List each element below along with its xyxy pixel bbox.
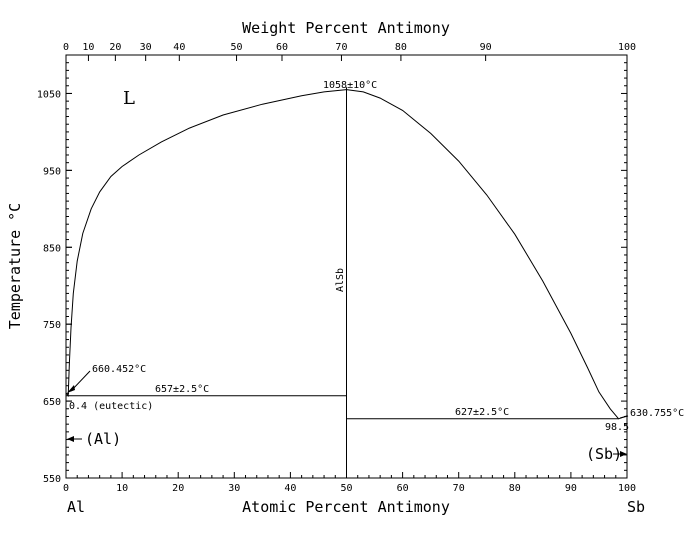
- liquid-region-label: L: [123, 88, 135, 109]
- sb-phase-label: (Sb): [586, 445, 622, 463]
- phase-boundaries: [65, 87, 628, 478]
- top-axis-title: Weight Percent Antimony: [242, 19, 450, 37]
- sb-eutectic-temp-label: 627±2.5°C: [455, 407, 509, 418]
- x-tick-label: 40: [284, 483, 296, 494]
- bottom-axis: 0 10 20 30 40 50 60 70 80 90 100: [63, 472, 636, 494]
- top-tick-label: 90: [480, 42, 492, 53]
- top-tick-label: 20: [109, 42, 121, 53]
- top-tick-label: 70: [335, 42, 347, 53]
- y-tick-label: 650: [43, 397, 61, 408]
- sb-melting-arrow: [619, 415, 629, 419]
- y-tick-label: 950: [43, 166, 61, 177]
- x-tick-label: 100: [618, 483, 636, 494]
- sb-phase-arrowhead: [620, 451, 627, 457]
- alsb-compound-label: AlSb: [335, 268, 346, 292]
- sb-melting-label: 630.755°C: [630, 408, 684, 419]
- top-tick-label: 0: [63, 42, 69, 53]
- al-element-label: Al: [67, 498, 85, 516]
- liquidus-sb-side-curve: [346, 89, 628, 420]
- top-tick-label: 100: [618, 42, 636, 53]
- al-phase-label: (Al): [85, 430, 121, 448]
- sb-eutectic-comp-label: 98.5: [605, 422, 629, 433]
- x-tick-label: 90: [565, 483, 577, 494]
- y-tick-label: 850: [43, 243, 61, 254]
- x-tick-label: 30: [228, 483, 240, 494]
- top-tick-label: 30: [140, 42, 152, 53]
- alsb-melting-label: 1058±10°C: [323, 80, 377, 91]
- x-tick-label: 20: [172, 483, 184, 494]
- y-tick-label: 550: [43, 474, 61, 485]
- y-tick-label: 750: [43, 320, 61, 331]
- al-eutectic-comp-label: 0.4 (eutectic): [69, 401, 153, 412]
- top-tick-label: 60: [276, 42, 288, 53]
- left-axis: 550 650 750 850 950 1050: [37, 62, 72, 485]
- x-tick-label: 50: [340, 483, 352, 494]
- right-axis-minor-ticks: [621, 62, 627, 471]
- top-tick-label: 40: [173, 42, 185, 53]
- x-axis-title: Atomic Percent Antimony: [242, 498, 450, 516]
- x-tick-label: 10: [116, 483, 128, 494]
- x-tick-label: 60: [397, 483, 409, 494]
- al-melting-label: 660.452°C: [92, 364, 146, 375]
- y-axis-title: Temperature °C: [6, 203, 24, 329]
- top-axis: 0 10 20 30 40 50 60 70 80 90 100: [63, 42, 636, 61]
- x-tick-label: 70: [453, 483, 465, 494]
- top-tick-label: 10: [82, 42, 94, 53]
- sb-element-label: Sb: [627, 498, 645, 516]
- al-phase-arrowhead: [67, 436, 74, 442]
- x-tick-label: 0: [63, 483, 69, 494]
- y-tick-label: 1050: [37, 89, 61, 100]
- x-tick-label: 80: [509, 483, 521, 494]
- top-tick-label: 80: [395, 42, 407, 53]
- liquidus-al-side-curve: [65, 89, 347, 398]
- al-eutectic-temp-label: 657±2.5°C: [155, 384, 209, 395]
- top-tick-label: 50: [231, 42, 243, 53]
- al-melting-arrowhead: [67, 385, 75, 393]
